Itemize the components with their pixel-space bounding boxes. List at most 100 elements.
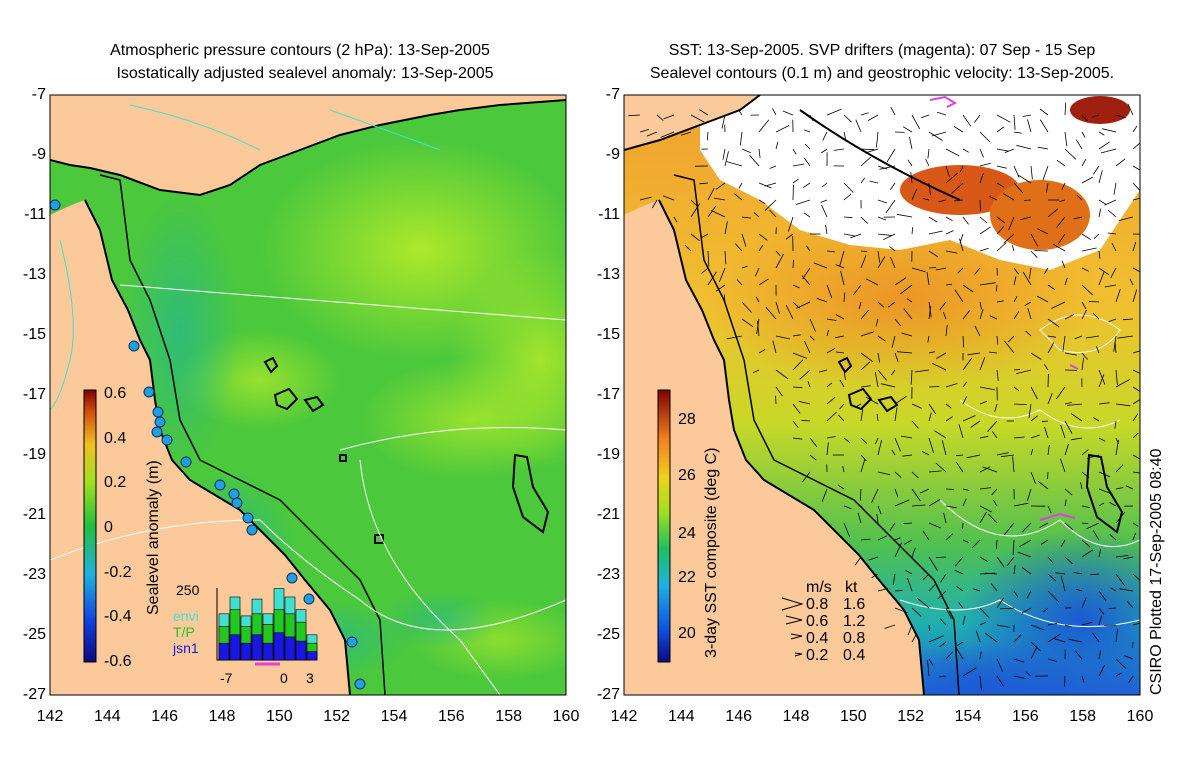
- velocity-arrow: [1017, 551, 1032, 558]
- velocity-arrow: [962, 381, 968, 388]
- velocity-arrow: [996, 335, 999, 345]
- velocity-arrow: [1004, 340, 1015, 354]
- velocity-arrow: [928, 386, 940, 388]
- velocity-arrow: [1040, 539, 1049, 545]
- velocity-arrow: [803, 157, 811, 167]
- velocity-arrow: [707, 271, 717, 286]
- inset-bar: [284, 636, 296, 661]
- velocity-arrow: [1115, 555, 1129, 558]
- lon-tick-left: 148: [208, 708, 236, 725]
- velocity-arrow: [1036, 295, 1049, 303]
- velocity-arrow: [907, 577, 913, 592]
- velocity-arrow: [1109, 502, 1117, 507]
- velocity-arrow: [802, 182, 811, 188]
- velocity-arrow: [1096, 346, 1100, 354]
- velocity-arrow: [894, 607, 908, 614]
- velocity-arrow: [1047, 623, 1058, 626]
- velocity-arrow: [996, 126, 1005, 133]
- velocity-arrow: [860, 505, 866, 513]
- velocity-arrow: [860, 361, 871, 371]
- velocity-arrow: [764, 199, 777, 211]
- velocity-arrow: [1098, 141, 1110, 150]
- velocity-arrow: [1115, 658, 1127, 669]
- right-title-line1: SST: 13-Sep-2005. SVP drifters (magenta)…: [668, 42, 1096, 59]
- velocity-arrow: [1115, 439, 1119, 456]
- velocity-arrow: [1132, 432, 1139, 439]
- velocity-arrow: [1086, 454, 1100, 459]
- velocity-arrow: [741, 265, 748, 269]
- velocity-arrow: [1126, 601, 1134, 609]
- velocity-arrow: [894, 407, 898, 422]
- velocity-arrow: [991, 488, 998, 496]
- velocity-arrow: [1081, 621, 1093, 626]
- velocity-arrow: [911, 488, 921, 502]
- inset-bar: [306, 651, 318, 661]
- velocity-arrow: [931, 131, 947, 137]
- velocity-arrow: [1017, 174, 1032, 184]
- velocity-arrow: [939, 675, 947, 678]
- velocity-arrow: [979, 282, 996, 286]
- velocity-arrow: [628, 114, 641, 117]
- velocity-arrow: [860, 309, 869, 320]
- velocity-arrows: [628, 102, 1140, 690]
- velocity-arrow: [1013, 590, 1019, 598]
- velocity-arrow: [1013, 182, 1024, 194]
- velocity-arrow: [1073, 572, 1083, 575]
- velocity-arrow: [1081, 267, 1090, 272]
- velocity-arrow: [945, 325, 948, 337]
- velocity-arrow: [894, 437, 901, 452]
- velocity-arrow: [1081, 505, 1091, 508]
- velocity-arrow: [954, 289, 964, 303]
- velocity-arrow: [945, 416, 953, 422]
- velocity-arrow: [1119, 588, 1134, 592]
- velocity-row-4-kt: 0.4: [843, 647, 866, 664]
- lon-tick-right: 160: [1126, 708, 1154, 725]
- velocity-arrow: [741, 318, 754, 328]
- velocity-arrow: [1132, 142, 1140, 150]
- velocity-arrow: [955, 454, 964, 457]
- velocity-arrow: [1013, 634, 1022, 643]
- velocity-arrow: [938, 199, 947, 203]
- velocity-arrow: [954, 556, 964, 567]
- velocity-arrow: [945, 172, 958, 184]
- velocity-arrow: [1117, 335, 1134, 339]
- velocity-arrow: [1064, 624, 1072, 628]
- velocity-arrow: [1064, 352, 1077, 356]
- velocity-arrow: [718, 267, 726, 283]
- velocity-legend-arrows: [781, 597, 804, 657]
- velocity-arrow: [979, 400, 988, 405]
- velocity-arrow: [884, 624, 896, 629]
- velocity-arrow: [874, 372, 879, 388]
- velocity-arrow: [1004, 148, 1015, 153]
- velocity-arrow: [903, 522, 913, 524]
- velocity-arrow: [806, 245, 811, 252]
- velocity-arrow: [738, 182, 743, 189]
- velocity-arrow: [1098, 607, 1105, 615]
- velocity-arrow: [1098, 267, 1110, 276]
- velocity-arrow: [639, 196, 652, 201]
- velocity-arrow: [1115, 573, 1126, 587]
- velocity-arrow: [857, 512, 862, 524]
- velocity-arrow: [775, 301, 780, 314]
- velocity-arrow: [928, 412, 932, 422]
- velocity-arrow: [843, 505, 852, 510]
- velocity-arrow: [796, 301, 811, 309]
- left-png-land: [50, 95, 566, 195]
- velocity-arrow: [962, 415, 976, 422]
- velocity-arrow: [1081, 233, 1092, 241]
- velocity-arrow: [1012, 456, 1015, 473]
- lon-tick-right: 156: [1011, 708, 1039, 725]
- right-colorbar-tick: 28: [678, 411, 696, 428]
- right-title-line2: Sealevel contours (0.1 m) and geostrophi…: [649, 65, 1115, 82]
- velocity-arrow: [926, 272, 930, 286]
- velocity-arrow: [945, 607, 952, 619]
- velocity-arrow: [843, 114, 852, 123]
- velocity-arrow: [1092, 165, 1100, 175]
- velocity-arrow: [868, 556, 879, 561]
- velocity-arrow: [843, 193, 852, 201]
- velocity-arrow: [1056, 216, 1066, 228]
- velocity-arrow: [1030, 641, 1041, 652]
- velocity-arrow: [843, 437, 851, 444]
- velocity-arrow: [934, 430, 947, 439]
- velocity-arrow: [1081, 357, 1084, 371]
